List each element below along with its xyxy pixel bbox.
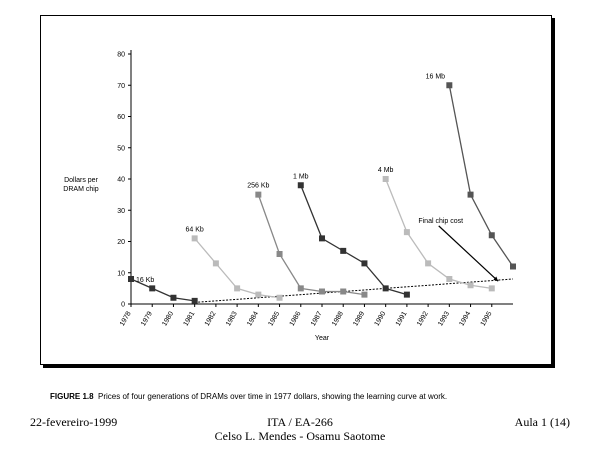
data-point (340, 288, 347, 295)
data-point (276, 251, 283, 257)
data-point (403, 229, 410, 236)
data-point (276, 294, 283, 301)
y-tick-label: 20 (117, 239, 125, 246)
y-tick-label: 80 (117, 52, 125, 59)
footer-authors: Celso L. Mendes - Osamu Saotome (214, 429, 386, 443)
x-tick-label: 1978 (119, 310, 133, 327)
data-point (446, 82, 453, 89)
x-tick-label: 1988 (331, 310, 345, 327)
data-point (255, 191, 262, 198)
trend-label: Final chip cost (418, 218, 463, 225)
y-tick-label: 60 (117, 114, 125, 121)
y-tick-label: 10 (117, 270, 125, 277)
trend-layer (194, 225, 514, 303)
data-point (128, 276, 134, 282)
x-tick-label: 1987 (310, 310, 324, 327)
data-point (149, 285, 156, 292)
data-point (319, 288, 325, 295)
data-point (297, 182, 304, 189)
x-tick-label: 1980 (161, 310, 175, 327)
label-layer: Final chip cost 16 Kb 64 Kb 256 Kb 1 Mb 4 Mb 1… (136, 73, 463, 284)
series-line (257, 194, 365, 296)
y-tick-label: 50 (117, 145, 125, 152)
data-point (234, 285, 241, 292)
series-layer (128, 82, 516, 304)
series-line (300, 185, 408, 296)
series-line (385, 178, 492, 290)
x-axis-title: Year (315, 335, 330, 342)
slide-frame: 0 10 20 30 40 50 60 70 80 1978 1979 1980 1981 1982 198… (40, 15, 552, 365)
data-point (297, 285, 304, 292)
x-tick-label: 1991 (395, 310, 409, 327)
data-point (425, 260, 432, 267)
footer-course: ITA / EA-266 (267, 415, 333, 429)
series-line (130, 278, 195, 302)
series-line (448, 85, 514, 267)
series-label: 16 Mb (426, 73, 446, 80)
y-tick-label: 30 (117, 208, 125, 215)
x-tick-label: 1983 (225, 310, 239, 327)
series-label: 16 Kb (136, 277, 154, 284)
dram-price-chart: 0 10 20 30 40 50 60 70 80 1978 1979 1980 1981 1982 198… (63, 50, 516, 342)
y-tick-label: 40 (117, 177, 125, 184)
data-point (382, 285, 389, 292)
x-tick-label: 1992 (416, 310, 430, 327)
figure-caption: FIGURE 1.8 Prices of four generations of… (50, 392, 447, 401)
x-tick-label: 1981 (183, 310, 197, 327)
data-point (170, 294, 177, 301)
x-tick-label: 1995 (480, 310, 494, 327)
caption-text: Prices of four generations of DRAMs over… (98, 392, 448, 401)
data-point (191, 235, 198, 242)
y-tick-label: 0 (121, 302, 125, 309)
x-tick-label: 1986 (289, 310, 303, 327)
footer-date: 22-fevereiro-1999 (30, 415, 118, 429)
annotation-arrow-head (493, 276, 499, 282)
footer-page-number: Aula 1 (14) (514, 415, 570, 429)
y-axis-title-line: DRAM chip (63, 186, 99, 193)
data-point (382, 176, 389, 182)
y-tick-label: 70 (117, 83, 125, 90)
x-tick-label: 1982 (204, 310, 218, 327)
data-point (510, 263, 516, 270)
chart-axes: 0 10 20 30 40 50 60 70 80 1978 1979 1980 1981 1982 198… (63, 50, 513, 342)
x-tick-label: 1993 (437, 310, 451, 327)
y-axis-title-line: Dollars per (64, 177, 99, 184)
x-tick-label: 1989 (352, 310, 366, 327)
series-label: 1 Mb (293, 173, 309, 180)
data-point (361, 260, 368, 267)
data-point (488, 285, 495, 292)
caption-label: FIGURE 1.8 (50, 392, 94, 401)
x-tick-label: 1990 (374, 310, 388, 327)
series-label: 256 Kb (247, 183, 269, 190)
annotation-arrow-line (438, 225, 499, 282)
x-tick-label: 1979 (140, 310, 154, 327)
data-point (361, 291, 368, 298)
data-point (403, 291, 410, 298)
x-tick-label: 1984 (246, 310, 260, 327)
trend-line (194, 278, 514, 303)
data-point (467, 282, 474, 289)
x-tick-label: 1985 (267, 310, 281, 327)
data-point (255, 291, 262, 298)
x-tick-label: 1994 (458, 310, 472, 327)
data-point (467, 191, 474, 198)
data-point (446, 276, 453, 282)
data-point (212, 260, 219, 267)
data-point (340, 247, 347, 254)
data-point (319, 235, 325, 242)
series-label: 4 Mb (378, 167, 394, 174)
footer-center: ITA / EA-266 Celso L. Mendes - Osamu Sao… (0, 415, 600, 443)
data-point (488, 232, 495, 239)
data-point (191, 297, 198, 304)
series-label: 64 Kb (186, 226, 204, 233)
